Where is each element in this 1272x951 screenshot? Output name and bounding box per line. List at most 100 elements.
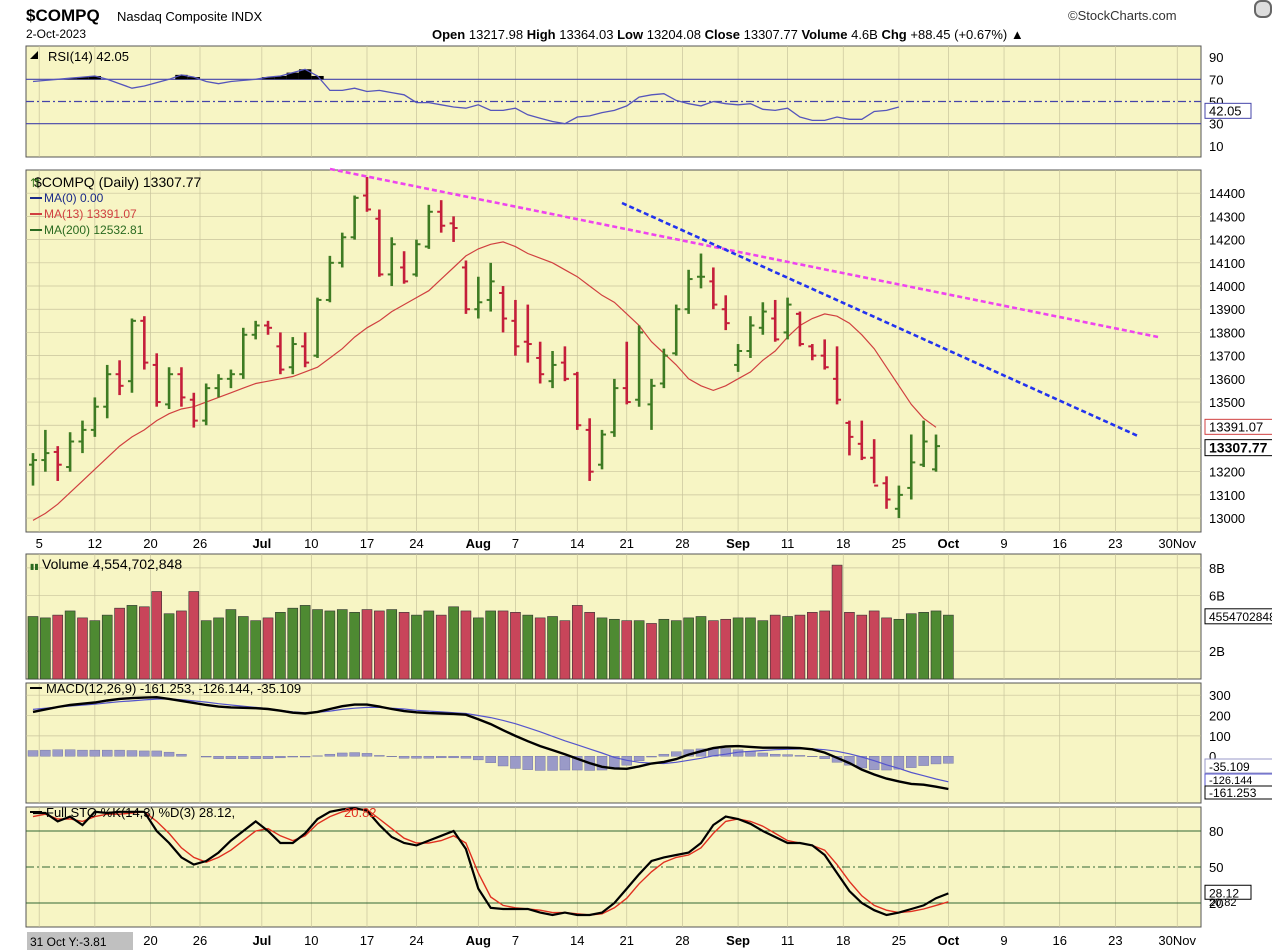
low-label: Low [617,27,644,42]
ohlc-bar [758,302,767,335]
volume-bar [943,614,954,680]
trendline-magenta [329,167,1159,339]
macd-histogram-bar [213,756,224,759]
sto-y-tick: 50 [1209,860,1223,875]
macd-histogram-bar [238,756,249,759]
x-tick-label: 14 [570,536,584,551]
ohlc-bar [672,304,681,356]
macd-histogram-bar [299,756,311,758]
price-title: $COMPQ (Daily) 13307.77 [34,174,202,190]
macd-histogram-bar [819,756,830,759]
rsi-overbought-fill [261,77,275,80]
ma13-last-box [1204,418,1272,435]
ohlc-bar [251,320,260,340]
volume-bar [621,620,633,680]
ohlc-bar [894,485,903,519]
ohlc-bar [276,332,285,375]
rsi-last-value: 42.05 [1209,103,1242,118]
volume-bar [819,610,830,680]
x-tick-label: 21 [620,536,634,551]
volume-bar [571,605,583,680]
vol-last-box [1204,608,1272,625]
macd-histogram-bar [522,756,533,770]
price-y-tick: 14100 [1209,256,1245,271]
x-tick-label: 25 [892,536,906,551]
macd-histogram-bar [794,755,806,757]
macd-histogram-bar [77,749,88,757]
volume-bar [844,612,855,680]
ohlc-bar [127,318,136,393]
volume-bar [139,606,150,680]
source-credit[interactable]: ©StockCharts.com [1068,8,1177,23]
sto-k-last-value: 28.12 [1209,886,1239,900]
sto-title: Full STO %K(14,3) %D(3) 28.12, [46,805,235,820]
ohlc-bar [684,269,693,314]
ohlc-bar [424,204,433,249]
x-tick-label: 24 [409,933,423,948]
macd-last-box [1204,785,1272,800]
ohlc-bar [214,374,223,398]
volume-bar [905,613,917,680]
x-tick-label: 26 [193,933,207,948]
rsi-overbought-fill [76,77,89,80]
ohlc-bar [919,420,928,468]
sto-k-line [33,807,949,917]
corner-button-icon[interactable] [1254,0,1272,18]
volume-bar [547,616,558,680]
macd-histogram-bar [497,756,509,767]
volume-bar [534,617,546,680]
rsi-overbought-fill [286,72,299,80]
trendline-blue [621,201,1139,438]
volume-value: 4.6B [851,27,878,42]
ohlc-bar [771,299,780,342]
rsi-overbought-fill [175,74,188,80]
volume-bar [361,609,373,680]
ohlc-bar [746,316,755,358]
macd-histogram-bar [906,756,917,768]
volume-bar [40,617,51,680]
volume-bar [683,617,694,680]
ohlc-bar [795,311,804,347]
volume-bar [188,591,200,680]
ohlc-bar [709,267,718,310]
close-last-box [1204,439,1272,457]
ohlc-summary: Open 13217.98 High 13364.03 Low 13204.08… [432,27,1024,42]
volume-bar [708,620,719,680]
volume-bar [720,618,732,680]
macd-histogram-bar [868,756,880,770]
volume-bar [782,616,793,680]
up-arrow-icon: ▲ [1010,27,1024,42]
macd-line [32,695,949,791]
macd-histogram-bar [200,756,212,758]
volume-bar [213,617,224,680]
close-last-value: 13307.77 [1209,440,1268,456]
macd-histogram-bar [918,756,929,766]
volume-bar [522,614,534,680]
x-tick-label: 26 [193,536,207,551]
macd-histogram-bar [720,748,731,757]
macd-histogram-bar [473,756,484,761]
rsi-overbought-fill [311,75,324,80]
ohlc-bar [437,200,446,233]
x-tick-label: 7 [512,933,519,948]
macd-title: MACD(12,26,9) -161.253, -126.144, -35.10… [46,681,301,696]
symbol-title: $COMPQ [26,6,100,25]
macd-histogram-bar [262,756,274,759]
macd-histogram-bar [176,753,187,757]
ohlc-bar [152,353,161,407]
macd-y-tick: 300 [1209,688,1231,703]
rsi-overbought-fill [187,77,200,80]
macd-histogram-bar [436,756,447,759]
macd-histogram-bar [658,753,670,757]
ohlc-bar [635,325,644,407]
x-tick-label: 24 [409,536,423,551]
legend-entry: MA(200) 12532.81 [44,223,144,237]
x-tick-label: Jul [252,536,271,551]
vol-y-tick: 2B [1209,644,1225,659]
low-value: 13204.08 [646,27,701,42]
vol-y-tick: 6B [1209,589,1225,604]
ohlc-bar [189,392,198,428]
macd-histogram-bar [856,756,867,769]
volume-bar [411,614,422,680]
ohlc-bar [932,434,941,472]
